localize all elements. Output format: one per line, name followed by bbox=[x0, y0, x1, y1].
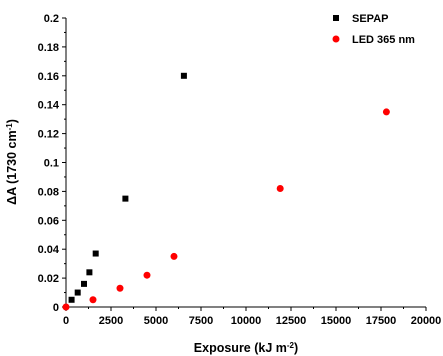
y-tick-label: 0 bbox=[53, 302, 59, 314]
x-tick-label: 15000 bbox=[321, 315, 352, 327]
y-axis-title: ΔA (1730 cm-1) bbox=[5, 119, 20, 205]
data-point-sepap bbox=[92, 250, 99, 257]
legend-item-sepap: SEPAP bbox=[333, 13, 388, 25]
data-point-sepap bbox=[81, 280, 87, 287]
y-tick-label: 0.1 bbox=[44, 158, 59, 170]
x-tick-label: 12500 bbox=[276, 315, 307, 327]
x-axis-title: Exposure (kJ m-2) bbox=[194, 341, 298, 356]
plot-area bbox=[65, 18, 426, 308]
legend-item-led: LED 365 nm bbox=[332, 34, 415, 46]
legend-marker-sepap bbox=[333, 15, 339, 21]
x-tick-label: 5000 bbox=[144, 315, 168, 327]
y-tick-label: 0.2 bbox=[44, 13, 59, 25]
y-tick-label: 0.04 bbox=[38, 244, 60, 256]
y-tick-label: 0.08 bbox=[38, 186, 59, 198]
x-tick-label: 2500 bbox=[99, 315, 123, 327]
y-tick-label: 0.14 bbox=[38, 100, 60, 112]
x-tick-label: 17500 bbox=[366, 315, 397, 327]
data-point-led bbox=[143, 271, 151, 279]
y-tick-label: 0.06 bbox=[38, 215, 59, 227]
y-tick-label: 0.02 bbox=[38, 273, 59, 285]
data-point-led bbox=[170, 252, 178, 260]
data-point-sepap bbox=[122, 195, 129, 202]
x-tick-label: 7500 bbox=[189, 315, 213, 327]
x-tick-label: 10000 bbox=[231, 315, 262, 327]
y-tick-label: 0.12 bbox=[38, 129, 59, 141]
legend: SEPAP LED 365 nm bbox=[332, 13, 415, 46]
legend-label-led: LED 365 nm bbox=[352, 34, 415, 46]
x-tick-label: 0 bbox=[63, 315, 69, 327]
data-point-sepap bbox=[180, 72, 187, 79]
data-point-led bbox=[62, 303, 70, 311]
data-point-led bbox=[89, 296, 97, 304]
data-point-sepap bbox=[68, 296, 75, 303]
x-axis-ticks: 0 2500 5000 7500 10000 12500 15000 17500 20000 bbox=[63, 307, 441, 327]
data-point-sepap bbox=[86, 269, 93, 276]
data-point-sepap bbox=[74, 289, 81, 296]
x-tick-label: 20000 bbox=[411, 315, 442, 327]
data-point-led bbox=[116, 284, 124, 292]
data-markers bbox=[62, 72, 390, 311]
y-tick-label: 0.18 bbox=[38, 42, 59, 54]
y-axis-ticks: 0 0.02 0.04 0.06 0.08 0.1 0.12 0.14 0.16 0.18 0.2 bbox=[38, 13, 66, 314]
y-tick-label: 0.16 bbox=[38, 71, 59, 83]
legend-marker-led bbox=[332, 35, 340, 43]
data-point-led bbox=[276, 185, 284, 193]
data-point-led bbox=[382, 108, 390, 116]
legend-label-sepap: SEPAP bbox=[352, 13, 388, 25]
